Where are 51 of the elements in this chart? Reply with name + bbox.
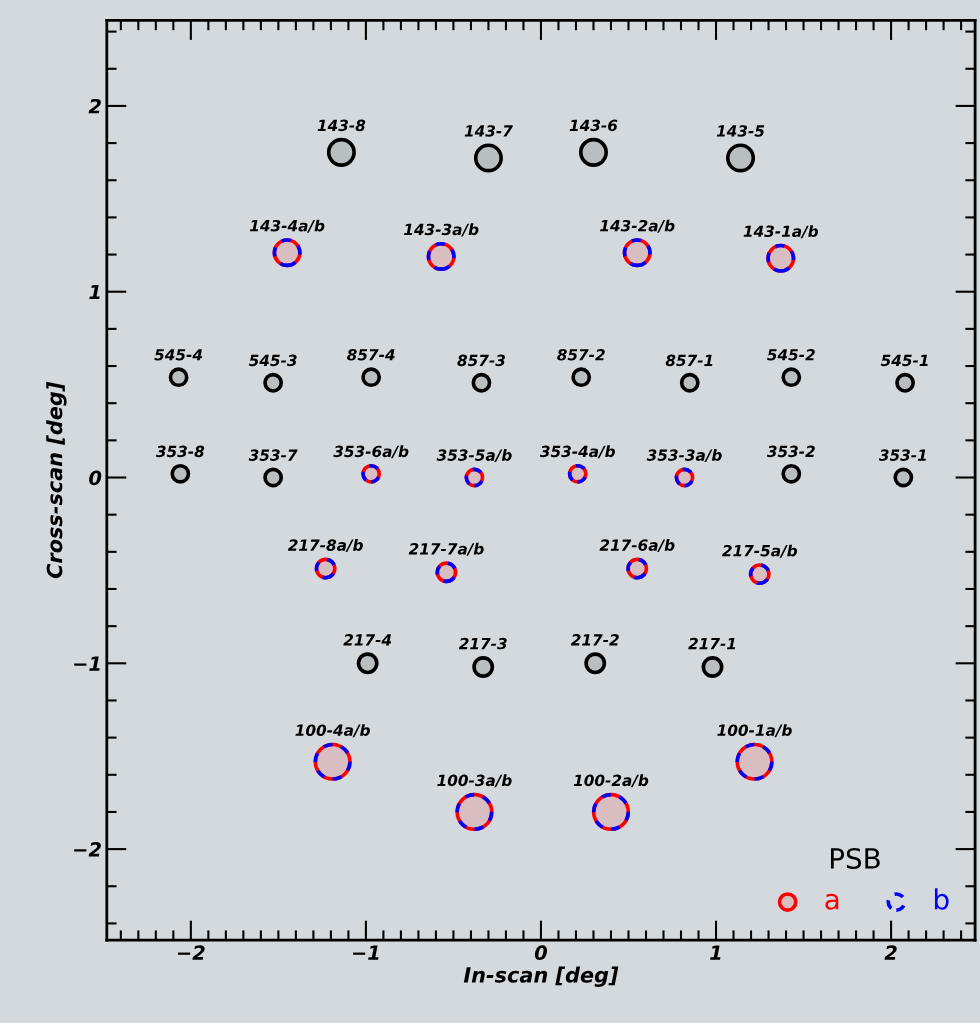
annotation: 143-5 — [716, 125, 765, 137]
annotation: 353-5a/b — [436, 449, 512, 463]
annotation: 545-4 — [154, 349, 203, 361]
y-tick-label: −2 — [74, 842, 101, 857]
annotation: 217-6a/b — [599, 539, 675, 553]
annotation: 545-1 — [880, 354, 928, 367]
annotation: 100-3a/b — [437, 774, 512, 788]
x-axis-title: In-scan [deg] — [463, 966, 619, 987]
annotation: 857-3 — [457, 354, 505, 367]
y-tick-label: 2 — [88, 98, 101, 114]
annotation: 353-7 — [248, 449, 298, 461]
annotation: 857-4 — [347, 349, 395, 361]
legend-label: b — [934, 888, 949, 910]
annotation: 353-1 — [878, 449, 926, 461]
annotation: 353-4a/b — [539, 445, 615, 459]
annotation: 353-8 — [155, 445, 205, 458]
annotation: 143-2a/b — [600, 219, 675, 233]
legend-label: a — [825, 893, 839, 910]
annotation: 143-1a/b — [743, 225, 819, 239]
y-tick-label: −1 — [74, 656, 100, 671]
annotation: 217-5a/b — [722, 544, 798, 558]
annotation: 217-1 — [688, 637, 736, 650]
annotation: 100-1a/b — [717, 724, 792, 738]
x-tick-label: 2 — [884, 945, 897, 960]
annotation: 353-6a/b — [333, 445, 409, 459]
annotation: 857-1 — [665, 354, 713, 367]
annotation: 143-4a/b — [249, 219, 325, 233]
x-tick-label: −2 — [178, 945, 205, 960]
annotation: 545-2 — [767, 349, 815, 361]
annotation: 217-7a/b — [408, 542, 484, 556]
annotation: 100-2a/b — [573, 774, 649, 788]
x-tick-label: −1 — [353, 945, 379, 960]
annotation: 545-3 — [248, 354, 297, 367]
x-tick-label: 0 — [534, 945, 548, 961]
annotation: 353-3a/b — [646, 449, 722, 463]
annotation: 143-8 — [317, 119, 366, 132]
annotation: 217-3 — [458, 637, 507, 650]
x-tick-label: 1 — [710, 945, 721, 960]
annotation: 217-4 — [343, 634, 392, 646]
y-axis-title: Cross-scan [deg] — [46, 381, 67, 579]
annotation: 217-2 — [570, 634, 619, 646]
annotation: 100-4a/b — [295, 724, 370, 738]
annotation: 143-3a/b — [403, 223, 479, 237]
annotation: 857-2 — [557, 349, 605, 361]
annotation: 217-8a/b — [287, 539, 363, 553]
annotation: 353-2 — [766, 445, 815, 458]
annotation: 143-7 — [464, 125, 513, 137]
legend-title: PSB — [831, 847, 880, 869]
y-tick-label: 0 — [89, 470, 102, 486]
y-tick-label: 1 — [89, 284, 100, 300]
annotation: 143-6 — [569, 119, 618, 132]
